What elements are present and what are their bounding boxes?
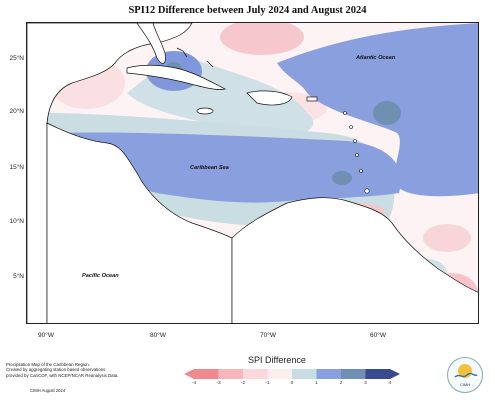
logo-emblem-icon [454,364,478,378]
colorbar-tick: -4 [191,381,197,386]
colorbar-tick: 2 [339,381,343,386]
colorbar-segment [316,369,341,379]
land-cuba [126,64,227,90]
label-pacific-ocean: Pacific Ocean [82,273,119,279]
description-line-2: Created by aggregating station based obs… [6,367,106,373]
lat-label-20n: 20°N [9,108,24,115]
colorbar-segment [341,369,366,379]
land-trinidad [364,188,370,194]
colorbar-segment [292,369,317,379]
colorbar-tick: -3 [216,381,221,386]
colorbar-tick: -1 [265,381,270,386]
land-lesser-antilles [353,139,357,143]
land-north-america [27,23,193,323]
credit-text: CIMH August 2024 [30,388,66,393]
colorbar-segment [267,369,292,379]
lat-label-25n: 25°N [9,55,24,62]
land-lesser-antilles [349,125,353,129]
colorbar-tick: 4 [388,381,392,386]
land-bahamas [176,47,188,58]
logo-text: CIMH [459,382,471,387]
description-line-1: Precipitation Map of the Caribbean Regio… [6,362,90,367]
lon-label-90w: 90°W [38,332,54,339]
land-central-america [46,122,233,323]
label-atlantic-ocean: Atlantic Ocean [356,55,396,61]
land-bahamas [206,60,214,68]
land-puerto-rico [306,96,318,102]
land-lesser-antilles [343,111,347,115]
land-florida [136,23,166,64]
land-lesser-antilles [355,153,359,157]
label-caribbean-sea: Caribbean Sea [190,165,229,171]
colorbar-left-arrow [184,369,194,379]
lat-label-10n: 10°N [9,218,24,225]
colorbar-segment [194,369,219,379]
map-title: SPI12 Difference between July 2024 and A… [128,5,367,16]
wave-icon [454,372,478,378]
positive-anomaly-pink-region [220,23,304,55]
colorbar-segment [218,369,243,379]
colorbar-tick: 3 [364,381,367,386]
lat-label-15n: 15°N [9,164,24,171]
legend-title: SPI Difference [248,355,306,365]
land-jamaica [196,107,214,115]
cimh-logo: CIMH [447,357,483,393]
lat-label-5n: 5°N [13,273,24,280]
map-description: Precipitation Map of the Caribbean Regio… [6,362,156,378]
land-south-america [231,197,478,323]
land-hispaniola [246,90,293,106]
colorbar-tick: -2 [240,381,246,386]
lon-label-80w: 80°W [150,332,166,339]
lon-label-60w: 60°W [370,332,386,339]
darker-blue-core-atlantic [373,101,401,125]
spi-difference-map [27,23,478,323]
lon-label-70w: 70°W [260,332,276,339]
colorbar-right-arrow [390,369,400,379]
colorbar-tick: 1 [315,381,318,386]
colorbar-segment [243,369,268,379]
colorbar-tick: 0 [290,381,294,386]
map-panel [26,22,479,324]
land-lesser-antilles [359,169,363,173]
colorbar [184,369,400,379]
pink-region-atlantic-south [423,224,471,252]
colorbar-segment [365,369,390,379]
description-line-3: provided by CariCOF, with NCEP/NCAR Rean… [6,372,119,378]
darker-blue-core-caribbean [332,171,352,185]
